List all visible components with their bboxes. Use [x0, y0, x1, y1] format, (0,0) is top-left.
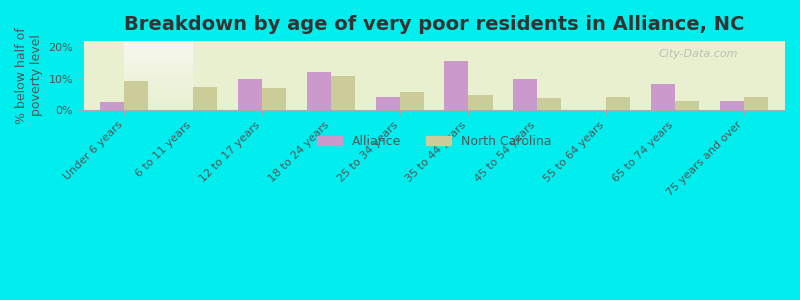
Legend: Alliance, North Carolina: Alliance, North Carolina — [311, 130, 557, 153]
Bar — [375, 97, 400, 110]
Bar — [193, 87, 218, 110]
Bar — [513, 79, 538, 110]
Bar — [262, 88, 286, 110]
Bar — [469, 95, 493, 110]
Text: City-Data.com: City-Data.com — [658, 50, 738, 59]
Bar — [650, 84, 675, 110]
Bar — [330, 76, 355, 110]
Bar — [720, 100, 744, 110]
Y-axis label: % below half of
poverty level: % below half of poverty level — [15, 27, 43, 124]
Title: Breakdown by age of very poor residents in Alliance, NC: Breakdown by age of very poor residents … — [124, 15, 744, 34]
Bar — [124, 81, 149, 110]
Bar — [238, 79, 262, 110]
Bar — [400, 92, 424, 110]
Bar — [606, 97, 630, 110]
Bar — [306, 72, 330, 110]
Bar — [100, 102, 124, 110]
Bar — [744, 97, 768, 110]
Bar — [675, 100, 699, 110]
Bar — [538, 98, 562, 110]
Bar — [444, 61, 469, 110]
